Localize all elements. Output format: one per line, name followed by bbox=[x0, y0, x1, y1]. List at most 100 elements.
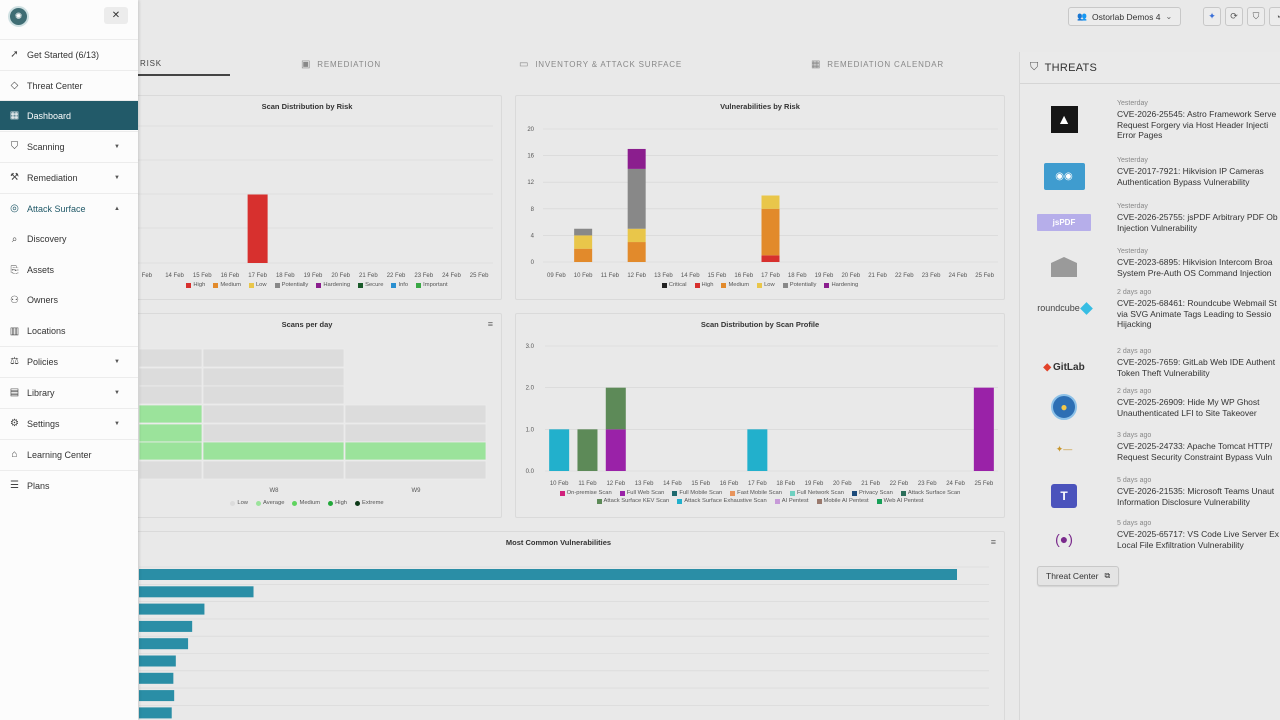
legend-item[interactable]: Important bbox=[416, 282, 448, 288]
sidebar-item-owners[interactable]: ⚇ Owners bbox=[0, 285, 138, 315]
heatmap-cell bbox=[202, 423, 345, 443]
threat-item[interactable]: ▲ Yesterday CVE-2026-25545: Astro Framewor… bbox=[1020, 100, 1280, 144]
sidebar-item-dashboard[interactable]: ▦ Dashboard bbox=[0, 100, 138, 130]
x-tick-label: 18 Feb bbox=[276, 273, 295, 279]
legend-label: AI Pentest bbox=[781, 498, 809, 504]
radar-icon: ◎ bbox=[10, 203, 19, 214]
shield-icon: ⛉ bbox=[1252, 11, 1260, 21]
sidebar-item-label: Library bbox=[27, 387, 55, 398]
org-selector[interactable]: 👥 Ostorlab Demos 4 ⌄ bbox=[1068, 7, 1182, 26]
legend-item[interactable]: Hardening bbox=[824, 282, 858, 288]
legend-item[interactable]: Attack Surface Exhaustive Scan bbox=[677, 498, 767, 504]
threat-item[interactable]: ◆ GitLab 2 days ago CVE-2025-7659: GitLab W… bbox=[1020, 348, 1280, 392]
heatmap-cell bbox=[344, 441, 487, 461]
chart-title: Scan Distribution by Risk bbox=[261, 102, 353, 111]
legend-item[interactable]: Fast Mobile Scan bbox=[730, 490, 782, 496]
app-logo-icon[interactable]: ✺ bbox=[8, 6, 29, 27]
legend-swatch bbox=[789, 490, 795, 496]
legend-item[interactable]: Medium bbox=[292, 500, 320, 506]
x-tick-label: 17 Feb bbox=[748, 481, 767, 487]
sidebar-item-library[interactable]: ▤ Library ▼ bbox=[0, 377, 138, 407]
button-label: Threat Center bbox=[1046, 571, 1099, 581]
threat-item[interactable]: roundcube 2 days ago CVE-2025-68461: Round… bbox=[1020, 289, 1280, 333]
tab-risk[interactable]: Risk bbox=[138, 52, 230, 76]
sidebar-item-scanning[interactable]: ⛉ Scanning ▼ bbox=[0, 131, 138, 161]
threat-title[interactable]: CVE-2025-7659: GitLab Web IDE Authent Tok… bbox=[1117, 357, 1280, 378]
legend-item[interactable]: Attack Surface Scan bbox=[900, 490, 960, 496]
legend-item[interactable]: Average bbox=[255, 500, 284, 506]
legend-item[interactable]: AI Pentest bbox=[774, 498, 809, 504]
threat-item[interactable]: (●) 5 days ago CVE-2025-65717: VS Code Liv… bbox=[1020, 520, 1280, 564]
threat-title[interactable]: CVE-2025-26909: Hide My WP Ghost Unauthen… bbox=[1117, 397, 1280, 418]
threat-title-line: Information Disclosure Vulnerability bbox=[1117, 496, 1250, 507]
chart-title: Vulnerabilities by Risk bbox=[720, 102, 800, 111]
ai-assistant-button[interactable]: ✦ bbox=[1203, 7, 1221, 26]
threat-title[interactable]: CVE-2026-25545: Astro Framework Serve Req… bbox=[1117, 109, 1280, 141]
legend-item[interactable]: High bbox=[186, 282, 205, 288]
threat-item[interactable]: Yesterday CVE-2023-6895: Hikvision Interc… bbox=[1020, 248, 1280, 292]
sidebar-item-settings[interactable]: ⚙ Settings ▼ bbox=[0, 408, 138, 438]
account-button[interactable]: ◔ bbox=[1269, 7, 1280, 26]
tab-inventory[interactable]: ▭ Inventory & Attack Surface bbox=[519, 52, 682, 76]
legend-item[interactable]: High bbox=[694, 282, 713, 288]
threat-item[interactable]: T 5 days ago CVE-2026-21535: Microsoft Tea… bbox=[1020, 477, 1280, 521]
chart-menu-icon[interactable]: ≡ bbox=[990, 537, 996, 547]
sidebar-item-attack-surface[interactable]: ◎ Attack Surface ▲ bbox=[0, 193, 138, 223]
legend-item[interactable]: Full Mobile Scan bbox=[672, 490, 722, 496]
tab-remediation[interactable]: ▣ Remediation bbox=[301, 52, 381, 76]
threat-item[interactable]: ✦― 3 days ago CVE-2025-24733: Apache Tomca… bbox=[1020, 432, 1280, 476]
legend-item[interactable]: Low bbox=[757, 282, 775, 288]
threat-center-button[interactable]: Threat Center ⧉ bbox=[1037, 566, 1120, 586]
legend-item[interactable]: Full Network Scan bbox=[789, 490, 844, 496]
close-sidebar-button[interactable]: ✕ bbox=[104, 7, 128, 24]
sidebar-item-assets[interactable]: ⎘ Assets bbox=[0, 255, 138, 285]
threat-title-line: Error Pages bbox=[1117, 130, 1163, 140]
legend-item[interactable]: Potentially bbox=[274, 282, 308, 288]
legend-label: Extreme bbox=[362, 500, 384, 506]
chart-menu-icon[interactable]: ≡ bbox=[487, 319, 493, 329]
legend-item[interactable]: Secure bbox=[358, 282, 383, 288]
legend-item[interactable]: Extreme bbox=[355, 500, 384, 506]
threat-title[interactable]: CVE-2023-6895: Hikvision Intercom Broa Sy… bbox=[1117, 257, 1280, 278]
diamond-icon: ◇ bbox=[10, 80, 19, 91]
sidebar-item-locations[interactable]: ▥ Locations bbox=[0, 316, 138, 346]
threat-title[interactable]: CVE-2026-25755: jsPDF Arbitrary PDF Ob In… bbox=[1117, 212, 1280, 233]
threat-title[interactable]: CVE-2025-24733: Apache Tomcat HTTP/Reque… bbox=[1117, 441, 1280, 462]
tab-remediation-calendar[interactable]: ▦ Remediation Calendar bbox=[811, 52, 944, 76]
heatmap-cell bbox=[138, 441, 203, 461]
sidebar-item-plans[interactable]: ☰ Plans bbox=[0, 470, 138, 500]
legend-item[interactable]: Potentially bbox=[782, 282, 816, 288]
legend-item[interactable]: Hardening bbox=[316, 282, 350, 288]
sidebar-item-policies[interactable]: ⚖ Policies ▼ bbox=[0, 346, 138, 376]
threat-title[interactable]: CVE-2025-65717: VS Code Live Server Ex Lo… bbox=[1117, 529, 1280, 550]
legend-item[interactable]: Critical bbox=[661, 282, 687, 288]
threat-item[interactable]: ● 2 days ago CVE-2025-26909: Hide My WP Gh… bbox=[1020, 388, 1280, 432]
threat-item[interactable]: jsPDF Yesterday CVE-2026-25755: jsPDF Arbi… bbox=[1020, 203, 1280, 247]
legend-item[interactable]: Mobile AI Pentest bbox=[816, 498, 869, 504]
legend-item[interactable]: Web AI Pentest bbox=[876, 498, 923, 504]
legend-item[interactable]: Privacy Scan bbox=[852, 490, 893, 496]
bar-segment bbox=[627, 148, 646, 169]
threat-title[interactable]: CVE-2025-68461: Roundcube Webmail St via … bbox=[1117, 298, 1280, 330]
legend-item[interactable]: On-premise Scan bbox=[559, 490, 612, 496]
sidebar-item-label: Plans bbox=[27, 480, 50, 491]
threat-title[interactable]: CVE-2017-7921: Hikvision IP Cameras Authe… bbox=[1117, 166, 1280, 187]
threat-title[interactable]: CVE-2026-21535: Microsoft Teams Unaut Inf… bbox=[1117, 486, 1280, 507]
sidebar-item-discovery[interactable]: ⌕ Discovery bbox=[0, 224, 138, 254]
sidebar-item-learning-center[interactable]: ⌂ Learning Center bbox=[0, 439, 138, 469]
sidebar-item-threat-center[interactable]: ◇ Threat Center bbox=[0, 70, 138, 100]
sidebar-item-get-started-6-13[interactable]: ➚ Get Started (6/13) bbox=[0, 39, 138, 69]
legend-item[interactable]: Low bbox=[230, 500, 248, 506]
legend-item[interactable]: Low bbox=[248, 282, 267, 288]
refresh-button[interactable]: ⟳ bbox=[1225, 7, 1243, 26]
sidebar-item-remediation[interactable]: ⚒ Remediation ▼ bbox=[0, 162, 138, 192]
security-button[interactable]: ⛉ bbox=[1247, 7, 1265, 26]
legend-item[interactable]: Medium bbox=[213, 282, 241, 288]
legend-item[interactable]: Full Web Scan bbox=[619, 490, 664, 496]
legend-item[interactable]: Info bbox=[391, 282, 408, 288]
legend-item[interactable]: Medium bbox=[721, 282, 749, 288]
threat-item[interactable]: ◉◉ Yesterday CVE-2017-7921: Hikvision IP C… bbox=[1020, 157, 1280, 201]
x-tick-label: 19 Feb bbox=[304, 273, 323, 279]
legend-item[interactable]: Attack Surface KEV Scan bbox=[596, 498, 669, 504]
legend-item[interactable]: High bbox=[328, 500, 347, 506]
